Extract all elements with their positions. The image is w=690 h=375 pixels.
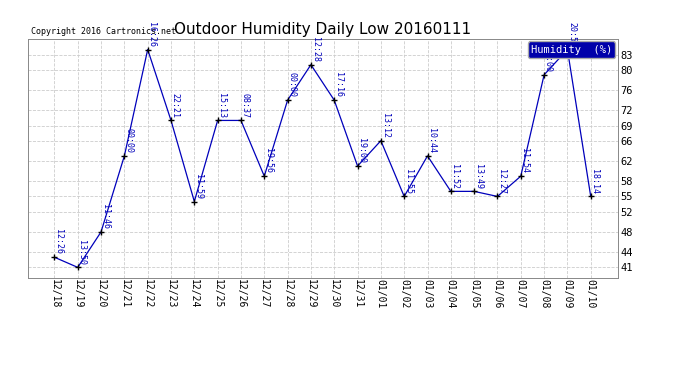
- Text: 12:26: 12:26: [54, 230, 63, 255]
- Text: 10:44: 10:44: [427, 128, 436, 153]
- Text: 08:37: 08:37: [241, 93, 250, 118]
- Text: 11:54: 11:54: [520, 148, 529, 173]
- Text: 17:16: 17:16: [334, 72, 343, 98]
- Text: 11:46: 11:46: [101, 204, 110, 229]
- Text: 13:12: 13:12: [381, 113, 390, 138]
- Text: 18:14: 18:14: [591, 169, 600, 194]
- Text: Copyright 2016 Cartronics.net: Copyright 2016 Cartronics.net: [31, 27, 176, 36]
- Text: 12:28: 12:28: [310, 37, 319, 62]
- Text: 00:00: 00:00: [544, 47, 553, 72]
- Title: Outdoor Humidity Daily Low 20160111: Outdoor Humidity Daily Low 20160111: [174, 22, 471, 37]
- Text: 19:56: 19:56: [264, 148, 273, 173]
- Text: 11:55: 11:55: [404, 169, 413, 194]
- Text: 20:54: 20:54: [567, 22, 576, 47]
- Text: 11:52: 11:52: [451, 164, 460, 189]
- Legend: Humidity  (%): Humidity (%): [528, 42, 615, 58]
- Text: 22:21: 22:21: [170, 93, 179, 118]
- Text: 00:00: 00:00: [287, 72, 296, 98]
- Text: 13:49: 13:49: [474, 164, 483, 189]
- Text: 16:26: 16:26: [148, 22, 157, 47]
- Text: 13:50: 13:50: [77, 240, 86, 265]
- Text: 19:00: 19:00: [357, 138, 366, 163]
- Text: 12:27: 12:27: [497, 169, 506, 194]
- Text: 00:00: 00:00: [124, 128, 133, 153]
- Text: 15:13: 15:13: [217, 93, 226, 118]
- Text: 11:59: 11:59: [194, 174, 203, 199]
